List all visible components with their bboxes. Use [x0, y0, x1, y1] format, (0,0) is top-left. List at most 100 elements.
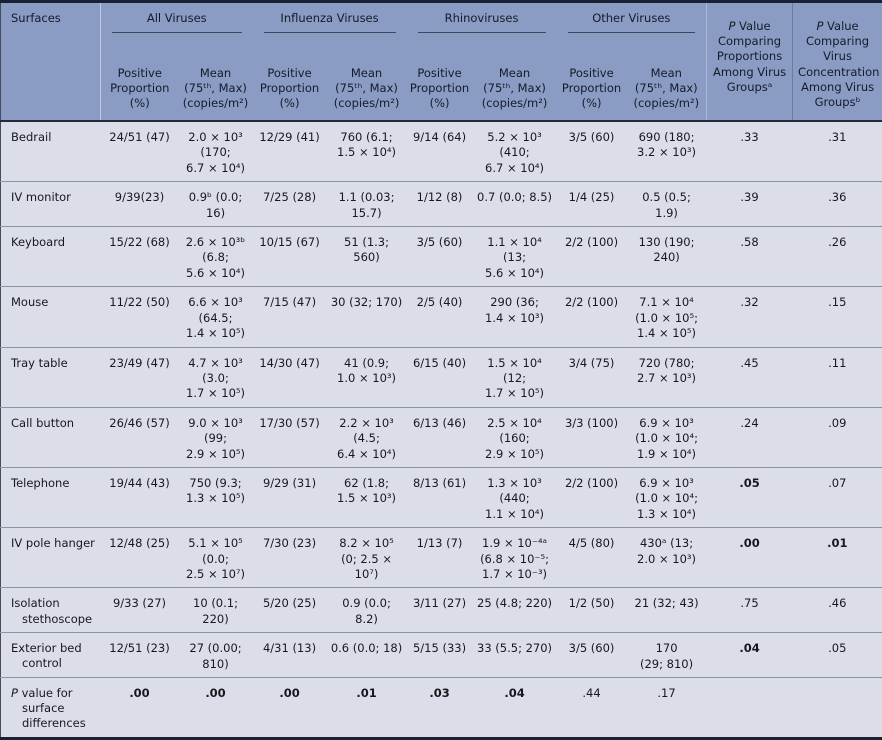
- empty-cell: [707, 678, 793, 739]
- mean-cell: 6.9 × 10³ (1.0 × 10⁴; 1.9 × 10⁴): [627, 407, 707, 467]
- group-rhinoviruses-label: Rhinoviruses: [418, 11, 546, 33]
- p-value-proportions-cell: .45: [707, 347, 793, 407]
- surfaces-label: Surfaces: [11, 11, 61, 25]
- p-value-concentration-cell: .01: [793, 528, 882, 588]
- surface-label: Call button: [1, 407, 101, 467]
- surface-label: Tray table: [1, 347, 101, 407]
- group-other-viruses-label: Other Viruses: [568, 11, 696, 33]
- surface-difference-p-value-cell: .03: [407, 678, 473, 739]
- influenza-mean-header: Mean (75ᵗʰ, Max) (copies/m²): [327, 42, 407, 121]
- all-positive-proportion-header: Positive Proportion (%): [101, 42, 179, 121]
- positive-proportion-cell: 6/13 (46): [407, 407, 473, 467]
- rhino-mean-header: Mean (75ᵗʰ, Max) (copies/m²): [473, 42, 557, 121]
- mean-cell: 6.6 × 10³ (64.5; 1.4 × 10⁵): [179, 287, 253, 347]
- positive-proportion-cell: 9/14 (64): [407, 121, 473, 182]
- mean-cell: 5.2 × 10³ (410; 6.7 × 10⁴): [473, 121, 557, 182]
- mean-cell: 750 (9.3; 1.3 × 10⁵): [179, 467, 253, 527]
- p-value-proportions-cell: .75: [707, 588, 793, 633]
- mean-cell: 25 (4.8; 220): [473, 588, 557, 633]
- p-value-concentration-cell: .15: [793, 287, 882, 347]
- mean-cell: 0.7 (0.0; 8.5): [473, 182, 557, 227]
- positive-proportion-cell: 3/5 (60): [407, 227, 473, 287]
- positive-proportion-cell: 19/44 (43): [101, 467, 179, 527]
- positive-proportion-cell: 1/13 (7): [407, 528, 473, 588]
- p-value-proportions-cell: .58: [707, 227, 793, 287]
- positive-proportion-cell: 5/15 (33): [407, 633, 473, 678]
- positive-proportion-cell: 1/2 (50): [557, 588, 627, 633]
- mean-cell: 2.2 × 10³ (4.5; 6.4 × 10⁴): [327, 407, 407, 467]
- positive-proportion-cell: 2/2 (100): [557, 467, 627, 527]
- mean-cell: 290 (36; 1.4 × 10³): [473, 287, 557, 347]
- mean-cell: 430ᵃ (13; 2.0 × 10³): [627, 528, 707, 588]
- p-value-concentration-cell: .11: [793, 347, 882, 407]
- mean-cell: 0.9 (0.0; 8.2): [327, 588, 407, 633]
- positive-proportion-cell: 2/2 (100): [557, 227, 627, 287]
- positive-proportion-cell: 12/48 (25): [101, 528, 179, 588]
- pvalue-proportions-rest: Value Comparing Proportions Among Virus …: [713, 19, 786, 94]
- surface-differences-label: P value for surface differences: [1, 678, 101, 739]
- surface-difference-p-value-cell: .44: [557, 678, 627, 739]
- positive-proportion-cell: 3/11 (27): [407, 588, 473, 633]
- surface-label: Telephone: [1, 467, 101, 527]
- positive-proportion-cell: 5/20 (25): [253, 588, 327, 633]
- mean-cell: 690 (180; 3.2 × 10³): [627, 121, 707, 182]
- group-all-viruses-label: All Viruses: [112, 11, 242, 33]
- mean-cell: 4.7 × 10³ (3.0; 1.7 × 10⁵): [179, 347, 253, 407]
- pvalue-concentration-rest: Value Comparing Virus Concentration Amon…: [798, 19, 879, 109]
- p-italic: P: [11, 686, 18, 700]
- p-value-concentration-cell: .46: [793, 588, 882, 633]
- p-value-proportions-cell: .04: [707, 633, 793, 678]
- positive-proportion-cell: 4/5 (80): [557, 528, 627, 588]
- positive-proportion-cell: 9/29 (31): [253, 467, 327, 527]
- surface-difference-p-value-cell: .00: [101, 678, 179, 739]
- group-influenza-viruses: Influenza Viruses: [253, 2, 407, 43]
- mean-cell: 9.0 × 10³ (99; 2.9 × 10⁵): [179, 407, 253, 467]
- positive-proportion-cell: 15/22 (68): [101, 227, 179, 287]
- mean-cell: 7.1 × 10⁴ (1.0 × 10⁵; 1.4 × 10⁵): [627, 287, 707, 347]
- mean-cell: 0.9ᵇ (0.0; 16): [179, 182, 253, 227]
- mean-cell: 8.2 × 10⁵ (0; 2.5 × 10⁷): [327, 528, 407, 588]
- positive-proportion-cell: 26/46 (57): [101, 407, 179, 467]
- surface-difference-p-value-cell: .01: [327, 678, 407, 739]
- p-value-concentration-cell: .09: [793, 407, 882, 467]
- positive-proportion-cell: 2/5 (40): [407, 287, 473, 347]
- p-value-proportions-cell: .24: [707, 407, 793, 467]
- surface-label: Exterior bed control: [1, 633, 101, 678]
- pvalue-proportions-header: P Value Comparing Proportions Among Viru…: [707, 2, 793, 122]
- empty-cell: [793, 678, 882, 739]
- positive-proportion-cell: 9/33 (27): [101, 588, 179, 633]
- positive-proportion-cell: 17/30 (57): [253, 407, 327, 467]
- positive-proportion-cell: 3/3 (100): [557, 407, 627, 467]
- p-value-proportions-cell: .00: [707, 528, 793, 588]
- surface-difference-p-value-cell: .04: [473, 678, 557, 739]
- surface-label: Bedrail: [1, 121, 101, 182]
- mean-cell: 170 (29; 810): [627, 633, 707, 678]
- surfaces-column-header: Surfaces: [1, 2, 101, 122]
- positive-proportion-cell: 7/25 (28): [253, 182, 327, 227]
- positive-proportion-cell: 4/31 (13): [253, 633, 327, 678]
- mean-cell: 0.6 (0.0; 18): [327, 633, 407, 678]
- p-value-proportions-cell: .05: [707, 467, 793, 527]
- mean-cell: 21 (32; 43): [627, 588, 707, 633]
- positive-proportion-cell: 9/39(23): [101, 182, 179, 227]
- mean-cell: 2.6 × 10³ᵇ (6.8; 5.6 × 10⁴): [179, 227, 253, 287]
- mean-cell: 5.1 × 10⁵ (0.0; 2.5 × 10⁷): [179, 528, 253, 588]
- surface-label: Mouse: [1, 287, 101, 347]
- other-mean-header: Mean (75ᵗʰ, Max) (copies/m²): [627, 42, 707, 121]
- positive-proportion-cell: 1/4 (25): [557, 182, 627, 227]
- p-value-proportions-cell: .39: [707, 182, 793, 227]
- group-rhinoviruses: Rhinoviruses: [407, 2, 557, 43]
- group-all-viruses: All Viruses: [101, 2, 253, 43]
- positive-proportion-cell: 10/15 (67): [253, 227, 327, 287]
- header-group-row: Surfaces All Viruses Influenza Viruses R…: [1, 2, 882, 43]
- other-positive-proportion-header: Positive Proportion (%): [557, 42, 627, 121]
- positive-proportion-cell: 23/49 (47): [101, 347, 179, 407]
- positive-proportion-cell: 6/15 (40): [407, 347, 473, 407]
- mean-cell: 30 (32; 170): [327, 287, 407, 347]
